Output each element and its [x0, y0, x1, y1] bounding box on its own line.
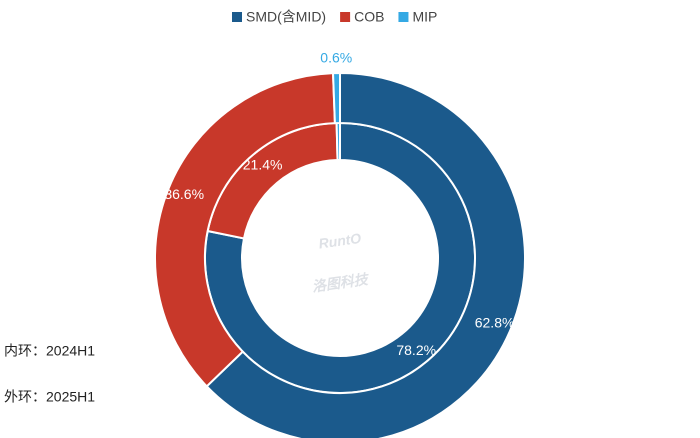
ring-label: 外环：2025H1 — [4, 389, 95, 405]
data-label: 78.2% — [396, 342, 436, 358]
data-label: 21.4% — [243, 156, 283, 172]
legend: SMD(含MID) COB MIP — [232, 9, 437, 25]
donut-segment — [331, 71, 341, 125]
ring-label: 内环：2024H1 — [4, 343, 95, 359]
legend-label: SMD(含MID) — [246, 9, 326, 25]
legend-label: COB — [354, 9, 384, 25]
legend-swatch — [398, 12, 409, 22]
legend-label: MIP — [412, 9, 437, 25]
donut-segment — [154, 72, 336, 388]
legend-swatch — [340, 12, 351, 22]
data-label: 36.6% — [164, 186, 204, 202]
donut-segment — [205, 71, 526, 438]
watermark: RuntO — [318, 230, 363, 252]
data-label: 62.8% — [475, 314, 515, 330]
legend-swatch — [232, 12, 242, 22]
data-label: 0.6% — [320, 50, 352, 66]
donut-segment — [335, 121, 341, 162]
watermark: 洛图科技 — [311, 271, 371, 295]
